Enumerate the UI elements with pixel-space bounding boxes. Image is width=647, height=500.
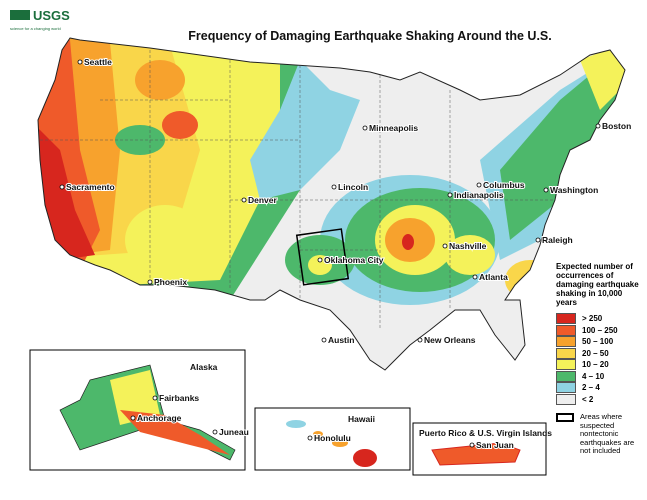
title: Frequency of Damaging Earthquake Shaking… — [188, 29, 551, 43]
city-label: Indianapolis — [454, 190, 504, 200]
city-dot — [476, 182, 482, 188]
city-dot — [317, 257, 323, 263]
city-dot — [417, 337, 423, 343]
legend-classes: > 250 100 – 250 50 – 100 20 – 50 10 – 20 4 – … — [556, 313, 644, 405]
city-dot — [447, 192, 453, 198]
city-label: Columbus — [483, 180, 525, 190]
city-label: Phoenix — [154, 277, 187, 287]
inset-title: Hawaii — [348, 414, 375, 424]
legend-row: 100 – 250 — [556, 324, 644, 337]
legend-label: 100 – 250 — [582, 325, 618, 335]
city-dot — [152, 395, 158, 401]
legend-row: 20 – 50 — [556, 347, 644, 360]
legend-swatch — [556, 347, 576, 359]
city-label: Seattle — [84, 57, 112, 67]
city-dot — [307, 435, 313, 441]
legend-swatch — [556, 359, 576, 371]
legend-row: > 250 — [556, 313, 644, 325]
legend-swatch — [556, 324, 576, 336]
legend-swatch — [556, 313, 576, 325]
city-label: Fairbanks — [159, 393, 199, 403]
inset-title: Puerto Rico & U.S. Virgin Islands — [419, 428, 552, 438]
city-dot — [241, 197, 247, 203]
legend-label: 2 – 4 — [582, 383, 600, 393]
city-label: Honolulu — [314, 433, 351, 443]
legend-row: < 2 — [556, 393, 644, 406]
legend: Expected number of occurrences of damagi… — [556, 262, 644, 456]
city-dot — [469, 442, 475, 448]
city-dot — [59, 184, 65, 190]
legend-label: 20 – 50 — [582, 348, 609, 358]
legend-row: 2 – 4 — [556, 382, 644, 394]
city-label: Minneapolis — [369, 123, 418, 133]
city-label: Denver — [248, 195, 278, 205]
city-label: San Juan — [476, 440, 514, 450]
legend-swatch — [556, 370, 576, 382]
city-label: Juneau — [219, 427, 249, 437]
legend-note: Areas where suspected nontectonic earthq… — [556, 412, 644, 456]
legend-label: > 250 — [582, 314, 603, 324]
city-label: Washington — [550, 185, 598, 195]
city-dot — [442, 243, 448, 249]
tagline: science for a changing world — [10, 26, 61, 31]
city-dot — [147, 279, 153, 285]
city-label: Atlanta — [479, 272, 508, 282]
legend-swatch — [556, 336, 576, 348]
legend-row: 4 – 10 — [556, 370, 644, 383]
city-dot — [321, 337, 327, 343]
legend-label: 4 – 10 — [582, 371, 605, 381]
legend-swatch — [556, 393, 576, 405]
legend-label: 10 – 20 — [582, 360, 609, 370]
city-label: Oklahoma City — [324, 255, 384, 265]
city-dot — [543, 187, 549, 193]
city-label: Anchorage — [137, 413, 182, 423]
city-label: Nashville — [449, 241, 487, 251]
legend-row: 50 – 100 — [556, 336, 644, 348]
city-label: Sacramento — [66, 182, 115, 192]
city-label: Austin — [328, 335, 354, 345]
city-label: Boston — [602, 121, 631, 131]
city-dot — [472, 274, 478, 280]
legend-swatch — [556, 382, 576, 394]
city-dot — [362, 125, 368, 131]
city-dot — [212, 429, 218, 435]
inset-title: Alaska — [190, 362, 218, 372]
legend-label: < 2 — [582, 394, 594, 404]
legend-label: 50 – 100 — [582, 337, 614, 347]
city-label: New Orleans — [424, 335, 476, 345]
city-dot — [130, 415, 136, 421]
agency: USGS — [33, 8, 70, 23]
note-text: Areas where suspected nontectonic earthq… — [580, 412, 635, 455]
city-dot — [595, 123, 601, 129]
city-label: Raleigh — [542, 235, 573, 245]
city-dot — [331, 184, 337, 190]
legend-title: Expected number of occurrences of damagi… — [556, 262, 639, 307]
city-dot — [77, 59, 83, 65]
legend-row: 10 – 20 — [556, 359, 644, 371]
state-lines — [40, 40, 560, 330]
city-dot — [535, 237, 541, 243]
city-label: Lincoln — [338, 182, 368, 192]
